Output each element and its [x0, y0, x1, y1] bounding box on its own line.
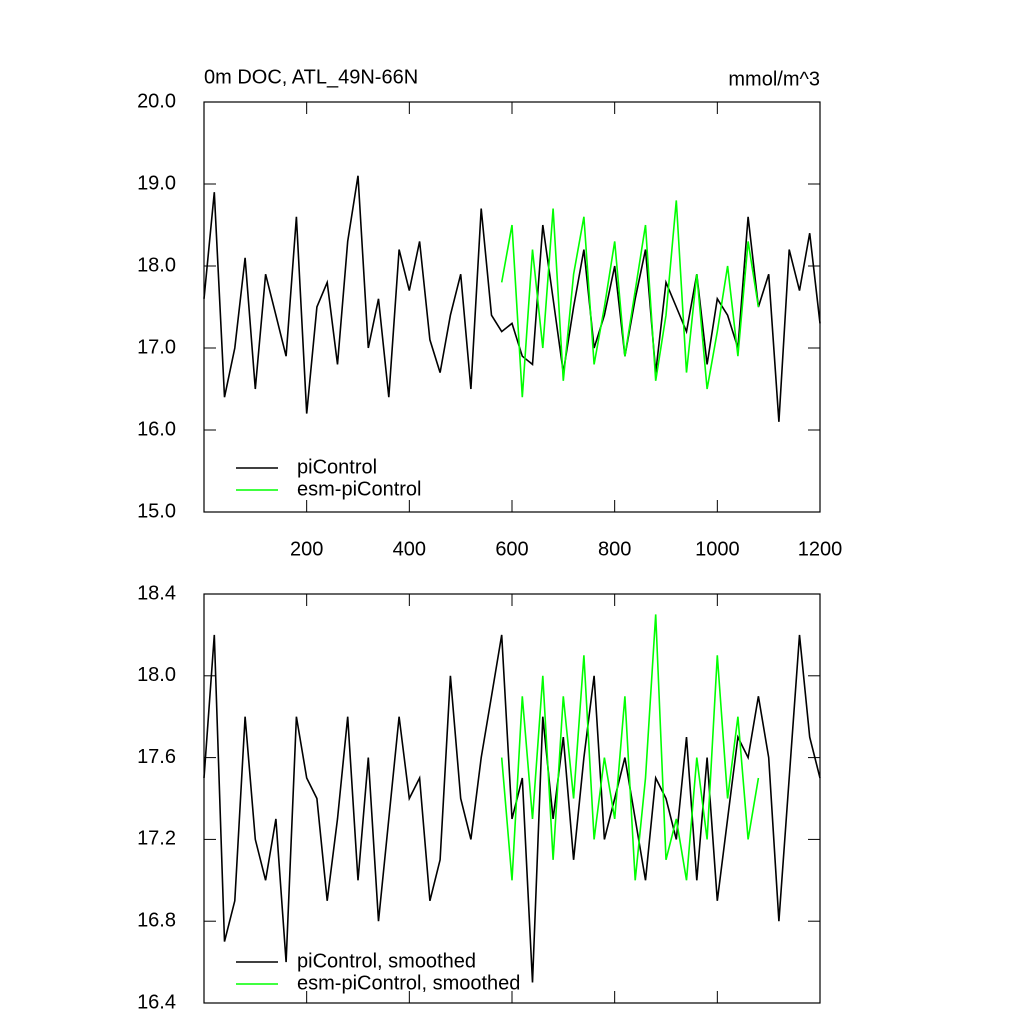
data-line [203, 634, 821, 983]
y-tick-label: 16.0 [137, 418, 176, 440]
x-tick-label: 1200 [798, 538, 843, 560]
data-line [500, 614, 760, 881]
y-tick-label: 19.0 [137, 172, 176, 194]
y-tick-label: 17.6 [137, 746, 176, 768]
units-label: mmol/m^3 [728, 68, 820, 90]
y-tick-label: 16.4 [137, 991, 176, 1013]
plot-frame [203, 101, 821, 513]
y-tick-label: 18.4 [137, 582, 176, 604]
chart-title: 0m DOC, ATL_49N-66N [204, 66, 418, 88]
legend-label: piControl [297, 456, 377, 478]
y-tick-label: 17.0 [137, 336, 176, 358]
y-tick-label: 17.2 [137, 828, 176, 850]
legend-label: esm-piControl, smoothed [297, 972, 520, 994]
data-line [203, 175, 821, 422]
data-line [500, 200, 760, 398]
y-tick-label: 18.0 [137, 664, 176, 686]
y-tick-label: 16.8 [137, 909, 176, 931]
y-tick-label: 15.0 [137, 500, 176, 522]
legend-label: esm-piControl [297, 478, 421, 500]
x-tick-label: 600 [495, 538, 528, 560]
x-tick-label: 400 [393, 538, 426, 560]
x-tick-label: 200 [290, 538, 323, 560]
legend-label: piControl, smoothed [297, 950, 476, 972]
y-tick-label: 20.0 [137, 90, 176, 112]
x-tick-label: 1000 [695, 538, 740, 560]
y-tick-label: 18.0 [137, 254, 176, 276]
x-tick-label: 800 [598, 538, 631, 560]
